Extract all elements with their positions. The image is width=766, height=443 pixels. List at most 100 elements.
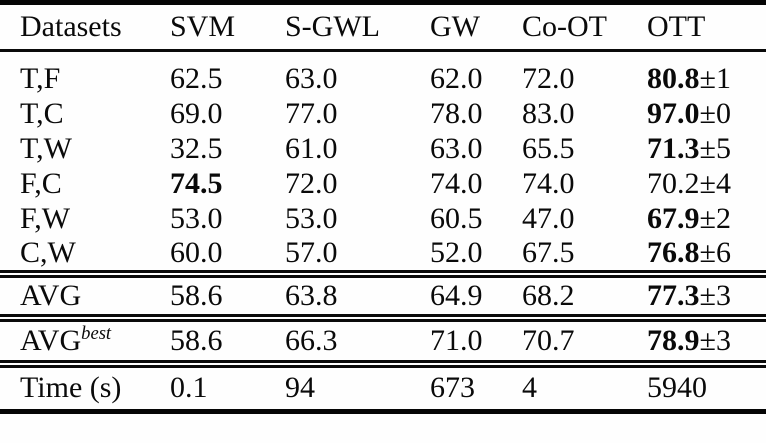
avg-best-section: AVGbest 58.6 66.3 71.0 70.7 78.9±3 <box>0 318 766 364</box>
column-header-coot: Co-OT <box>522 10 607 43</box>
plus-minus-text: ±3 <box>699 324 731 357</box>
ott-value: 5940 <box>647 371 707 405</box>
sgwl-value: 61.0 <box>285 131 338 165</box>
svm-value: 69.0 <box>170 96 285 131</box>
dataset-label: F,W <box>20 201 71 235</box>
avg-best-label: AVGbest <box>0 318 170 364</box>
plus-minus-text: ±0 <box>699 96 731 130</box>
coot-value: 74.0 <box>522 166 575 200</box>
svm-value: 0.1 <box>170 371 208 405</box>
gw-value: 63.0 <box>430 131 483 165</box>
value-text: 97.0 <box>647 96 700 130</box>
column-header-datasets: Datasets <box>20 10 122 43</box>
plus-minus-text: ±3 <box>699 279 731 312</box>
sgwl-value: 94 <box>285 371 315 405</box>
value-text: 74.5 <box>170 166 223 200</box>
sgwl-value: 63.8 <box>285 279 338 312</box>
sgwl-value: 72.0 <box>285 166 338 200</box>
sgwl-value: 57.0 <box>285 236 338 269</box>
svm-value: 32.5 <box>170 131 285 166</box>
dataset-label: F,C <box>20 166 62 200</box>
gw-value: 673 <box>430 371 475 405</box>
column-header-svm: SVM <box>170 10 236 43</box>
svm-value: 58.6 <box>170 324 223 357</box>
value-text: 71.3 <box>647 131 700 165</box>
value-text: 78.9 <box>647 324 700 357</box>
ott-value: 97.0±0 <box>647 96 766 131</box>
ott-value: 77.3±3 <box>647 274 766 318</box>
value-text: 62.5 <box>170 62 223 95</box>
value-text: 76.8 <box>647 236 700 269</box>
sgwl-value: 66.3 <box>285 324 338 357</box>
column-header-sgwl: S-GWL <box>285 10 380 43</box>
column-header-gw: GW <box>430 10 480 43</box>
svm-value: 60.0 <box>170 236 285 274</box>
svm-value: 62.5 <box>170 51 285 97</box>
ott-value: 80.8±1 <box>647 51 766 97</box>
sgwl-value: 63.0 <box>285 62 338 95</box>
coot-value: 67.5 <box>522 236 575 269</box>
plus-minus-text: ±6 <box>699 236 731 269</box>
coot-value: 65.5 <box>522 131 575 165</box>
gw-value: 52.0 <box>430 236 483 269</box>
dataset-label: T,F <box>20 62 61 95</box>
column-header-ott: OTT <box>647 10 706 43</box>
gw-value: 78.0 <box>430 96 483 130</box>
sgwl-value: 77.0 <box>285 96 338 130</box>
gw-value: 64.9 <box>430 279 483 312</box>
sgwl-value: 53.0 <box>285 201 338 235</box>
value-text: 77.3 <box>647 279 700 312</box>
results-table: Datasets SVM S-GWL GW Co-OT OTT T,F 62.5… <box>0 0 766 414</box>
coot-value: 72.0 <box>522 62 575 95</box>
svm-value: 53.0 <box>170 201 285 236</box>
ott-value: 78.9±3 <box>647 318 766 364</box>
value-text: 32.5 <box>170 131 223 165</box>
table-row-fc: F,C 74.5 72.0 74.0 74.0 70.2±4 <box>0 166 766 201</box>
table-row-fw: F,W 53.0 53.0 60.5 47.0 67.9±2 <box>0 201 766 236</box>
value-text: 67.9 <box>647 201 700 235</box>
label-text: AVG <box>20 324 82 357</box>
coot-value: 70.7 <box>522 324 575 357</box>
dataset-label: T,C <box>20 96 64 130</box>
superscript-best: best <box>81 323 112 344</box>
ott-value: 76.8±6 <box>647 236 766 274</box>
table-header: Datasets SVM S-GWL GW Co-OT OTT <box>0 3 766 51</box>
dataset-label: T,W <box>20 131 72 165</box>
value-text: 60.0 <box>170 236 223 269</box>
coot-value: 83.0 <box>522 96 575 130</box>
gw-value: 71.0 <box>430 324 483 357</box>
header-row: Datasets SVM S-GWL GW Co-OT OTT <box>0 3 766 51</box>
value-text: 53.0 <box>170 201 223 235</box>
value-text: 80.8 <box>647 62 700 95</box>
coot-value: 47.0 <box>522 201 575 235</box>
gw-value: 74.0 <box>430 166 483 200</box>
avg-section: AVG 58.6 63.8 64.9 68.2 77.3±3 <box>0 274 766 318</box>
ott-value: 67.9±2 <box>647 201 766 236</box>
value-text: 70.2 <box>647 166 700 200</box>
ott-value: 70.2±4 <box>647 166 766 201</box>
table-row-avg-best: AVGbest 58.6 66.3 71.0 70.7 78.9±3 <box>0 318 766 364</box>
plus-minus-text: ±4 <box>699 166 731 200</box>
svm-value: 74.5 <box>170 166 285 201</box>
coot-value: 4 <box>522 371 537 405</box>
plus-minus-text: ±5 <box>699 131 731 165</box>
datasets-section: T,F 62.5 63.0 62.0 72.0 80.8±1 T,C 69.0 … <box>0 51 766 275</box>
dataset-label: C,W <box>20 236 76 269</box>
table-row-tc: T,C 69.0 77.0 78.0 83.0 97.0±0 <box>0 96 766 131</box>
plus-minus-text: ±1 <box>699 62 731 95</box>
table-row-avg: AVG 58.6 63.8 64.9 68.2 77.3±3 <box>0 274 766 318</box>
gw-value: 60.5 <box>430 201 483 235</box>
avg-label: AVG <box>20 279 82 312</box>
coot-value: 68.2 <box>522 279 575 312</box>
table-row-time: Time (s) 0.1 94 673 4 5940 <box>0 364 766 411</box>
gw-value: 62.0 <box>430 62 483 95</box>
plus-minus-text: ±2 <box>699 201 731 235</box>
time-section: Time (s) 0.1 94 673 4 5940 <box>0 364 766 411</box>
svm-value: 58.6 <box>170 279 223 312</box>
table-row-tf: T,F 62.5 63.0 62.0 72.0 80.8±1 <box>0 51 766 97</box>
table-row-cw: C,W 60.0 57.0 52.0 67.5 76.8±6 <box>0 236 766 274</box>
value-text: 69.0 <box>170 96 223 130</box>
ott-value: 71.3±5 <box>647 131 766 166</box>
time-label: Time (s) <box>20 371 122 405</box>
